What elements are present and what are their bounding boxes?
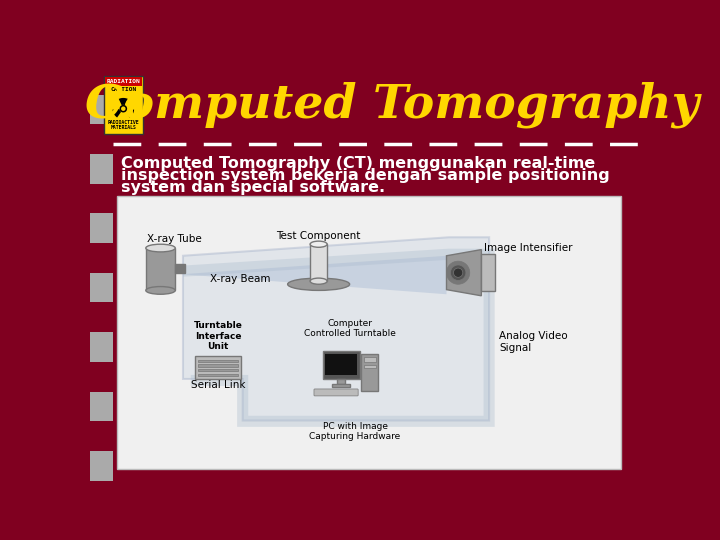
- Bar: [90, 65, 113, 94]
- Circle shape: [122, 107, 125, 110]
- Bar: [198, 369, 238, 372]
- Bar: [90, 154, 113, 184]
- Ellipse shape: [310, 278, 327, 284]
- Bar: [198, 360, 238, 362]
- Polygon shape: [119, 98, 128, 105]
- Bar: [90, 392, 113, 421]
- Circle shape: [120, 106, 127, 112]
- Polygon shape: [112, 109, 121, 118]
- Bar: [90, 451, 113, 481]
- Text: RADIATION: RADIATION: [107, 79, 140, 84]
- Bar: [90, 421, 113, 451]
- Bar: [90, 184, 113, 213]
- Bar: [482, 254, 495, 291]
- Circle shape: [446, 261, 469, 284]
- Circle shape: [454, 268, 463, 278]
- Text: MATERIALS: MATERIALS: [110, 125, 136, 131]
- Text: X-ray Beam: X-ray Beam: [210, 274, 271, 284]
- Text: Test Component: Test Component: [276, 231, 361, 241]
- Text: CAUTION: CAUTION: [110, 87, 137, 92]
- Text: RADIOACTIVE: RADIOACTIVE: [107, 120, 139, 125]
- Text: X-ray Tube: X-ray Tube: [147, 234, 202, 244]
- Polygon shape: [183, 237, 489, 421]
- Polygon shape: [446, 249, 482, 296]
- Bar: [117, 195, 621, 469]
- Bar: [323, 351, 360, 379]
- Ellipse shape: [310, 241, 327, 247]
- Bar: [194, 356, 241, 379]
- Ellipse shape: [145, 287, 175, 294]
- Bar: [90, 302, 113, 332]
- Bar: [145, 248, 175, 291]
- Ellipse shape: [145, 244, 175, 252]
- Bar: [325, 354, 357, 375]
- Text: PC with Image
Capturing Hardware: PC with Image Capturing Hardware: [310, 422, 400, 442]
- Bar: [198, 364, 238, 367]
- Polygon shape: [125, 109, 134, 118]
- Text: Image Intensifier: Image Intensifier: [484, 243, 572, 253]
- Text: Turntable
Interface
Unit: Turntable Interface Unit: [194, 321, 243, 351]
- Bar: [90, 94, 113, 124]
- Text: system dan special software.: system dan special software.: [121, 180, 385, 195]
- Bar: [90, 124, 113, 154]
- Text: Computer
Controlled Turntable: Computer Controlled Turntable: [304, 319, 395, 338]
- Bar: [90, 362, 113, 392]
- Text: Computed Tomography: Computed Tomography: [85, 82, 699, 128]
- Bar: [364, 357, 376, 362]
- Bar: [104, 77, 142, 86]
- Bar: [332, 384, 351, 387]
- Text: Analog Video
Signal: Analog Video Signal: [499, 331, 568, 353]
- Polygon shape: [181, 256, 446, 294]
- Bar: [361, 354, 378, 390]
- Text: Computed Tomography (CT) menggunakan real-time: Computed Tomography (CT) menggunakan rea…: [121, 156, 595, 171]
- Circle shape: [451, 265, 466, 280]
- Text: Serial Link: Serial Link: [191, 381, 245, 390]
- Bar: [90, 273, 113, 302]
- Bar: [364, 365, 376, 368]
- Bar: [175, 264, 184, 273]
- Bar: [104, 76, 143, 134]
- Bar: [90, 243, 113, 273]
- Bar: [113, 65, 648, 140]
- Ellipse shape: [287, 278, 350, 291]
- Text: inspection system bekerja dengan sample positioning: inspection system bekerja dengan sample …: [121, 168, 610, 183]
- Bar: [310, 244, 327, 281]
- FancyBboxPatch shape: [314, 389, 358, 396]
- Bar: [90, 213, 113, 243]
- Bar: [198, 374, 238, 376]
- Bar: [337, 379, 345, 384]
- Bar: [90, 332, 113, 362]
